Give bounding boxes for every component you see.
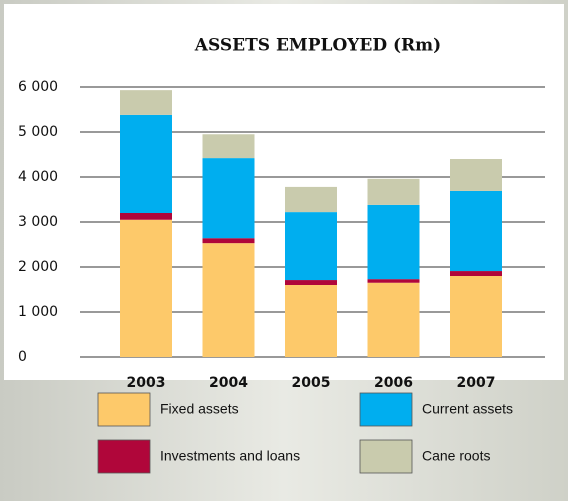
y-tick-label: 6 000 [18, 79, 58, 95]
bar-segment [450, 271, 502, 276]
bar-segment [450, 159, 502, 191]
bar-segment [120, 114, 172, 213]
x-tick-label: 2004 [209, 375, 248, 391]
legend-swatch [359, 392, 413, 427]
y-tick-label: 5 000 [18, 124, 58, 140]
legend-swatch [359, 439, 413, 474]
bar-segment [367, 282, 420, 357]
bar-segment [285, 186, 337, 213]
bar-segment [450, 276, 502, 357]
bar-segment [120, 219, 172, 357]
bar-segment [367, 279, 420, 283]
bar-segment [202, 243, 255, 357]
bar-segment [285, 285, 337, 357]
bar-segment [367, 178, 420, 205]
bar-segment [202, 238, 255, 244]
bar-segment [367, 204, 420, 280]
y-tick-label: 4 000 [18, 169, 58, 185]
bar-segment [202, 158, 255, 239]
x-tick-label: 2006 [374, 375, 413, 391]
legend-swatch [97, 439, 151, 474]
y-tick-label: 1 000 [18, 304, 58, 320]
x-tick-label: 2003 [127, 375, 166, 391]
legend-label: Investments and loans [160, 448, 300, 464]
bar-segment [450, 190, 502, 272]
bar-segment [120, 90, 172, 115]
y-tick-label: 0 [18, 349, 27, 365]
y-tick-label: 3 000 [18, 214, 58, 230]
legend-label: Fixed assets [160, 401, 239, 417]
chart-title: ASSETS EMPLOYED (Rm) [194, 36, 441, 56]
bar-segment [285, 212, 337, 281]
bar-segment [285, 280, 337, 285]
x-tick-label: 2005 [292, 375, 331, 391]
y-tick-label: 2 000 [18, 259, 58, 275]
bar-segment [120, 213, 172, 220]
x-tick-label: 2007 [457, 375, 496, 391]
legend-label: Cane roots [422, 448, 490, 464]
legend-swatch [97, 392, 151, 427]
legend-label: Current assets [422, 401, 513, 417]
bar-segment [202, 134, 255, 159]
